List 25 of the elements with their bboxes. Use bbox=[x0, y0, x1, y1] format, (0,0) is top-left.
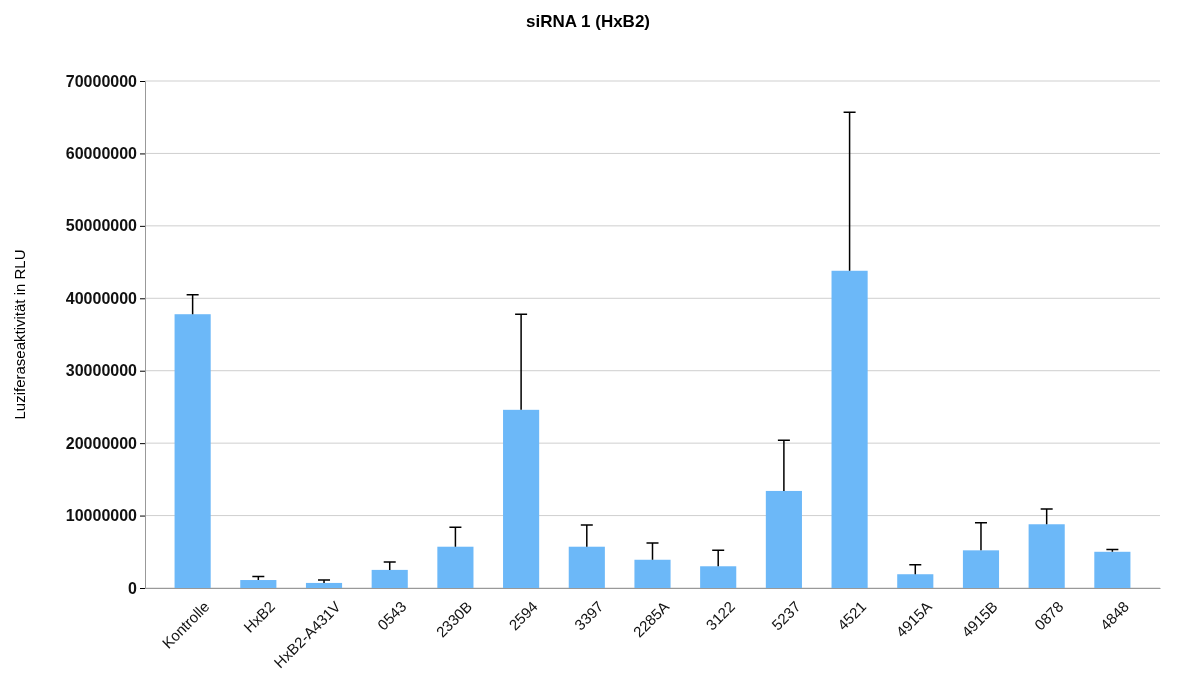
y-axis-title: Luziferaseaktivität in RLU bbox=[11, 249, 28, 420]
bar bbox=[568, 546, 605, 588]
y-tick-label: 30000000 bbox=[65, 362, 138, 380]
chart-title: siRNA 1 (HxB2) bbox=[525, 12, 651, 31]
bar bbox=[700, 566, 737, 588]
bar bbox=[437, 546, 474, 588]
bar bbox=[503, 409, 540, 588]
y-tick-label: 20000000 bbox=[65, 434, 138, 452]
y-tick-label: 0 bbox=[128, 579, 138, 597]
bar bbox=[1028, 524, 1065, 588]
bar bbox=[897, 574, 934, 588]
bar bbox=[634, 559, 671, 588]
y-tick-label: 70000000 bbox=[65, 72, 138, 90]
bar bbox=[240, 580, 277, 588]
y-tick-label: 60000000 bbox=[65, 145, 138, 163]
bar bbox=[831, 270, 868, 588]
bar bbox=[962, 550, 1000, 588]
bar bbox=[174, 314, 211, 588]
y-tick-label: 50000000 bbox=[65, 217, 138, 235]
bar bbox=[765, 490, 802, 588]
bar bbox=[1094, 551, 1131, 588]
bar bbox=[305, 582, 343, 588]
y-tick-label: 10000000 bbox=[65, 507, 138, 525]
y-tick-label: 40000000 bbox=[65, 289, 138, 307]
bar bbox=[371, 569, 408, 588]
